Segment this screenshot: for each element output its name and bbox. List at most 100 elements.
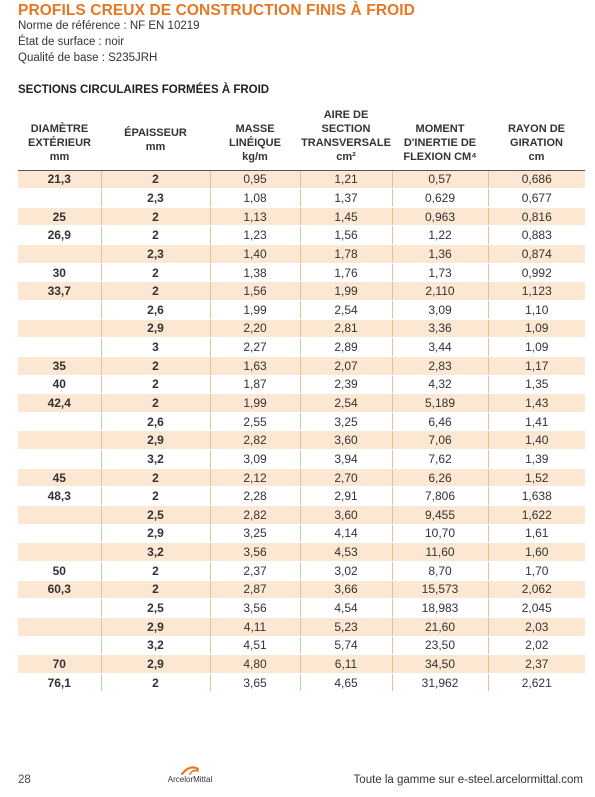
cell-mass: 2,37: [209, 561, 300, 581]
cell-thickness: 3,2: [100, 542, 210, 562]
cell-mass: 2,20: [209, 319, 300, 339]
meta-surface: État de surface : noir: [18, 36, 125, 48]
arcelormittal-logo-icon: [181, 766, 199, 775]
cell-area: 4,54: [299, 598, 392, 618]
cell-mass: 1,63: [209, 356, 300, 376]
cell-area: 3,94: [299, 449, 392, 469]
cell-area: 2,70: [299, 468, 392, 488]
cell-area: 6,11: [299, 654, 392, 674]
cell-diameter: 33,7: [18, 281, 101, 301]
header-thickness: ÉPAISSEUR mm: [124, 127, 187, 153]
table-row: 42,4 2 1,99 2,54 5,189 1,43: [18, 393, 585, 413]
cell-diameter: [18, 337, 101, 357]
cell-area: 3,60: [299, 430, 392, 451]
arcelormittal-logo: ArcelorMittal: [155, 763, 225, 787]
cell-inertia: 0,963: [391, 207, 488, 227]
cell-diameter: 76,1: [18, 673, 101, 693]
table-row: 2,5 3,56 4,54 18,983 2,045: [18, 598, 585, 618]
table-row: 2,9 3,25 4,14 10,70 1,61: [18, 524, 585, 544]
table-row: 25 2 1,13 1,45 0,963 0,816: [18, 207, 585, 227]
cell-thickness: 3,2: [100, 636, 210, 656]
cell-area: 1,99: [299, 281, 392, 301]
cell-thickness: 2: [100, 281, 210, 301]
table-row: 33,7 2 1,56 1,99 2,110 1,123: [18, 281, 585, 301]
cell-area: 2,91: [299, 486, 392, 507]
cell-diameter: 26,9: [18, 225, 101, 246]
cell-gyration: 1,43: [487, 393, 585, 413]
cell-mass: 1,23: [209, 225, 300, 246]
cell-area: 1,56: [299, 225, 392, 246]
cell-area: 3,60: [299, 505, 392, 525]
cell-gyration: 0,874: [487, 244, 585, 264]
table-row: 3 2,27 2,89 3,44 1,09: [18, 337, 585, 357]
cell-thickness: 2,9: [100, 319, 210, 339]
cell-thickness: 2: [100, 169, 210, 190]
header-mass: MASSE LINÉIQUE kg/m: [229, 122, 281, 163]
footer-website-link[interactable]: Toute la gamme sur e-steel.arcelormittal…: [353, 774, 583, 786]
cell-inertia: 10,70: [391, 524, 488, 544]
cell-area: 3,66: [299, 580, 392, 600]
cell-diameter: [18, 244, 101, 264]
logo-wordmark: ArcelorMittal: [167, 775, 213, 784]
table-row: 2,9 2,20 2,81 3,36 1,09: [18, 319, 585, 339]
page-number: 28: [18, 774, 31, 786]
table-row: 48,3 2 2,28 2,91 7,806 1,638: [18, 486, 585, 507]
cell-diameter: 60,3: [18, 580, 101, 600]
cell-area: 1,76: [299, 263, 392, 283]
cell-area: 2,54: [299, 300, 392, 320]
cell-gyration: 1,61: [487, 524, 585, 544]
cell-thickness: 2: [100, 393, 210, 413]
cell-inertia: 34,50: [391, 654, 488, 674]
cell-inertia: 1,73: [391, 263, 488, 283]
cell-area: 2,81: [299, 319, 392, 339]
cell-diameter: 30: [18, 263, 101, 283]
table-row: 2,3 1,40 1,78 1,36 0,874: [18, 244, 585, 264]
cell-mass: 4,80: [209, 654, 300, 674]
cell-thickness: 2: [100, 263, 210, 283]
cell-mass: 2,82: [209, 505, 300, 525]
cell-gyration: 1,622: [487, 505, 585, 525]
cell-diameter: [18, 412, 101, 432]
cell-gyration: 1,60: [487, 542, 585, 562]
circular-sections-table: DIAMÈTRE EXTÉRIEUR mm ÉPAISSEUR mm MASSE LIN…: [18, 100, 585, 693]
cell-gyration: 2,621: [487, 673, 585, 693]
cell-gyration: 0,883: [487, 225, 585, 246]
cell-mass: 1,38: [209, 263, 300, 283]
cell-thickness: 2,6: [100, 412, 210, 432]
table-row: 3,2 3,09 3,94 7,62 1,39: [18, 449, 585, 469]
cell-thickness: 2: [100, 673, 210, 693]
cell-gyration: 2,02: [487, 636, 585, 656]
cell-diameter: [18, 430, 101, 451]
table-row: 40 2 1,87 2,39 4,32 1,35: [18, 375, 585, 395]
cell-gyration: 2,045: [487, 598, 585, 618]
header-diameter: DIAMÈTRE EXTÉRIEUR mm: [28, 122, 91, 163]
cell-inertia: 18,983: [391, 598, 488, 618]
cell-inertia: 15,573: [391, 580, 488, 600]
header-gyration: RAYON DE GIRATION cm: [507, 122, 566, 163]
cell-inertia: 7,62: [391, 449, 488, 469]
table-row: 76,1 2 3,65 4,65 31,962 2,621: [18, 673, 585, 693]
cell-diameter: 21,3: [18, 169, 101, 190]
cell-thickness: 2,5: [100, 505, 210, 525]
cell-thickness: 2: [100, 356, 210, 376]
section-title: SECTIONS CIRCULAIRES FORMÉES À FROID: [18, 84, 270, 96]
cell-thickness: 2,9: [100, 617, 210, 637]
meta-standard: Norme de référence : NF EN 10219: [18, 20, 200, 32]
cell-area: 2,07: [299, 356, 392, 376]
table-row: 2,6 1,99 2,54 3,09 1,10: [18, 300, 585, 320]
page-title: PROFILS CREUX DE CONSTRUCTION FINIS À FR…: [18, 2, 415, 19]
cell-area: 4,14: [299, 524, 392, 544]
cell-area: 4,65: [299, 673, 392, 693]
cell-mass: 2,87: [209, 580, 300, 600]
cell-inertia: 0,57: [391, 169, 488, 190]
meta-grade: Qualité de base : S235JRH: [18, 52, 158, 64]
table-row: 70 2,9 4,80 6,11 34,50 2,37: [18, 654, 585, 674]
cell-area: 4,53: [299, 542, 392, 562]
table-row: 2,9 2,82 3,60 7,06 1,40: [18, 430, 585, 451]
cell-thickness: 2,9: [100, 430, 210, 451]
cell-inertia: 2,83: [391, 356, 488, 376]
cell-thickness: 2: [100, 375, 210, 395]
table-row: 2,9 4,11 5,23 21,60 2,03: [18, 617, 585, 637]
table-row: 21,3 2 0,95 1,21 0,57 0,686: [18, 169, 585, 190]
cell-gyration: 1,39: [487, 449, 585, 469]
